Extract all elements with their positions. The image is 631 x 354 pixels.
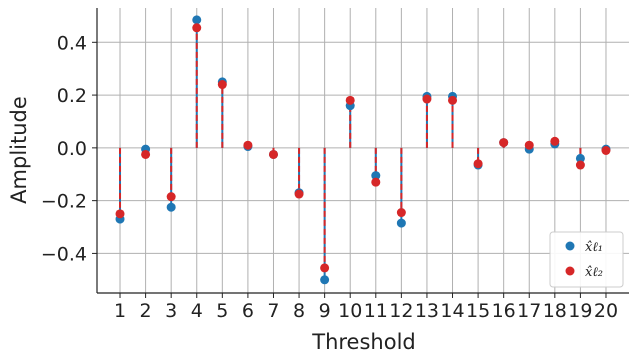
legend-label-series-1: x̂ℓ₁ [585,240,603,255]
axes [96,8,629,294]
x-tick-label-10: 10 [338,300,362,322]
x-ticks: 1 2 3 4 5 6 7 8 9 10 11 12 13 14 15 16 17 18 19 20 [114,293,618,322]
point-series-2-3 [166,192,176,202]
x-tick-label-13: 13 [415,300,439,322]
point-series-2-18 [550,136,560,146]
point-series-1-11 [371,171,381,181]
point-series-2-10 [345,95,355,105]
x-tick-label-19: 19 [568,300,592,322]
point-series-2-19 [575,160,585,170]
points [115,15,611,285]
x-tick-label-5: 5 [216,300,228,322]
y-tick-label-3: 0.0 [57,138,87,160]
x-axis-label: Threshold [311,330,416,354]
x-tick-label-4: 4 [191,300,203,322]
point-series-2-9 [320,263,330,273]
point-series-2-20 [601,146,611,155]
x-tick-label-2: 2 [140,300,152,322]
legend-marker-series-1 [565,241,575,251]
grid [97,8,629,293]
x-tick-label-9: 9 [319,300,331,322]
point-series-1-3 [166,202,176,212]
point-series-2-14 [448,95,458,105]
point-series-2-1 [115,209,125,219]
x-tick-label-20: 20 [594,300,618,322]
x-tick-label-1: 1 [114,300,126,322]
point-series-2-17 [524,140,534,150]
x-tick-label-6: 6 [242,300,254,322]
point-series-2-5 [217,80,227,90]
point-series-2-6 [243,140,253,150]
x-tick-label-18: 18 [543,300,567,322]
y-axis-label: Amplitude [7,96,31,204]
point-series-1-9 [320,275,330,285]
point-series-2-7 [268,149,278,159]
point-series-2-11 [371,177,381,187]
legend-label-series-2: x̂ℓ₂ [585,265,603,280]
x-tick-label-14: 14 [440,300,464,322]
point-series-1-19 [575,153,585,163]
point-series-2-13 [422,94,432,104]
y-tick-label-1: −0.4 [41,243,87,265]
y-ticks: −0.4 −0.2 0.0 0.2 0.4 [41,32,97,265]
x-tick-label-3: 3 [165,300,177,322]
point-series-2-15 [473,159,483,169]
point-series-2-4 [192,23,202,33]
point-series-1-4 [192,15,202,25]
point-series-2-16 [499,138,509,148]
x-tick-label-12: 12 [389,300,413,322]
y-tick-label-2: −0.2 [41,191,87,213]
point-series-2-12 [396,208,406,218]
legend-marker-series-2 [565,266,575,276]
x-tick-label-16: 16 [492,300,516,322]
point-series-2-2 [141,149,151,159]
y-tick-label-4: 0.2 [57,85,87,107]
x-tick-label-11: 11 [364,300,388,322]
point-series-2-8 [294,189,304,199]
x-tick-label-7: 7 [267,300,279,322]
point-series-1-12 [396,218,406,228]
y-tick-label-5: 0.4 [57,32,87,54]
x-tick-label-17: 17 [517,300,541,322]
x-tick-label-8: 8 [293,300,305,322]
legend: x̂ℓ₁ x̂ℓ₂ [549,231,624,288]
x-tick-label-15: 15 [466,300,490,322]
